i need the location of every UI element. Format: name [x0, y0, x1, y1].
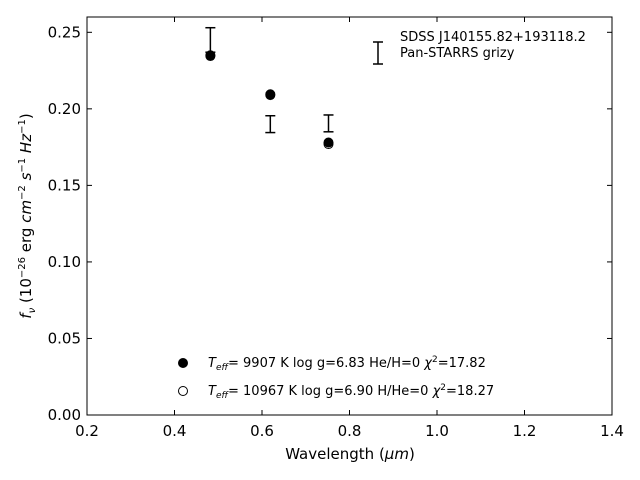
- legend-observed-name2: Pan-STARRS grizy: [400, 46, 515, 61]
- x-tick-label: 1.2: [513, 422, 537, 440]
- observed-errorbar: [323, 114, 334, 133]
- legend-observed-name: SDSS J140155.82+193118.2: [400, 30, 586, 45]
- y-tick-label: 0.10: [48, 253, 81, 271]
- legend-observed: SDSS J140155.82+193118.2 Pan-STARRS griz…: [373, 30, 586, 65]
- x-tick-labels: 0.2 0.4 0.6 0.8 1.0 1.2 1.4: [75, 422, 624, 440]
- y-tick-label: 0.25: [48, 23, 81, 41]
- legend-model-filled: Teff= 9907 K log g=6.83 He/H=0 χ2=17.82: [178, 355, 486, 373]
- model-filled-point: [323, 137, 334, 148]
- legend-model-open: Teff= 10967 K log g=6.90 H/He=0 χ2=18.27: [178, 383, 494, 401]
- axis-ticks: [86, 17, 613, 416]
- y-tick-label: 0.20: [48, 100, 81, 118]
- observed-errorbar: [265, 114, 276, 134]
- model-filled-point: [265, 89, 276, 100]
- x-tick-label: 0.6: [250, 422, 274, 440]
- legend-open-label: Teff= 10967 K log g=6.90 H/He=0 χ2=18.27: [208, 383, 494, 401]
- y-tick-labels: 0.00 0.05 0.10 0.15 0.20 0.25: [48, 23, 81, 424]
- y-tick-label: 0.15: [48, 176, 81, 194]
- x-tick-label: 1.0: [425, 422, 449, 440]
- model-filled-point: [205, 50, 216, 61]
- y-tick-label: 0.00: [48, 406, 81, 424]
- x-tick-label: 0.2: [75, 422, 99, 440]
- data-marks: [205, 26, 334, 150]
- x-tick-label: 0.8: [338, 422, 362, 440]
- x-axis-label: Wavelength (μm): [285, 445, 415, 463]
- x-tick-label: 0.4: [163, 422, 187, 440]
- x-tick-label: 1.4: [600, 422, 624, 440]
- legend-filled-label: Teff= 9907 K log g=6.83 He/H=0 χ2=17.82: [208, 355, 486, 373]
- observed-errorbar: [205, 26, 216, 53]
- y-axis-label: fν (10−26 erg cm−2 s−1 Hz−1): [17, 113, 38, 318]
- y-tick-label: 0.05: [48, 329, 81, 347]
- legend-open-marker: [178, 386, 188, 396]
- legend-filled-marker: [178, 358, 188, 368]
